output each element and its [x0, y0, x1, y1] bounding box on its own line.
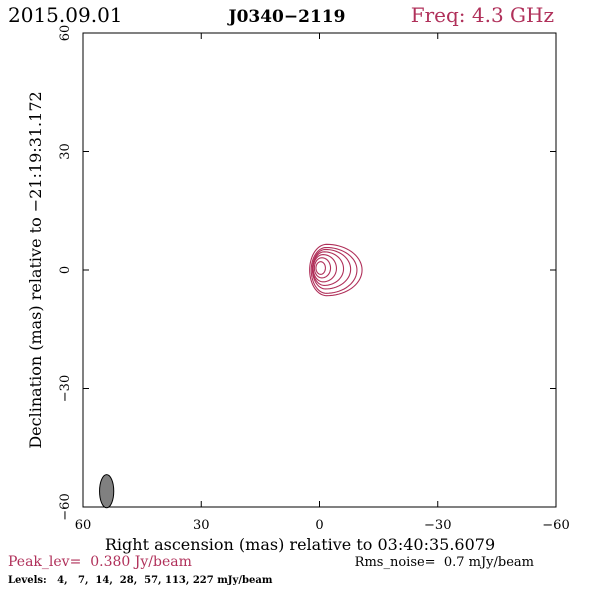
x-axis-label: Right ascension (mas) relative to 03:40:… — [105, 535, 495, 554]
contour-level — [310, 246, 358, 294]
contour-level — [309, 243, 363, 297]
y-tick-label: 30 — [58, 143, 73, 160]
contour-lines — [309, 243, 363, 297]
contour-levels: Levels: 4, 7, 14, 28, 57, 113, 227 mJy/b… — [8, 575, 273, 586]
contour-level — [313, 257, 332, 279]
contour-level — [315, 261, 326, 275]
source-name: J0340−2119 — [227, 7, 346, 27]
contour-level — [312, 254, 338, 283]
y-tick-label: 0 — [58, 266, 73, 274]
x-tick-label: 30 — [193, 518, 210, 533]
y-tick-label: 60 — [58, 25, 73, 42]
peak-level: Peak_lev= 0.380 Jy/beam — [8, 554, 192, 570]
beam-ellipse — [99, 474, 115, 509]
x-tick-label: 0 — [315, 518, 323, 533]
x-tick-label: −60 — [542, 518, 569, 533]
x-tick-label: 60 — [75, 518, 92, 533]
y-tick-label: −60 — [58, 493, 73, 520]
axis-ticks — [82, 32, 557, 508]
observation-date: 2015.09.01 — [8, 3, 123, 27]
y-axis-label: Declination (mas) relative to −21:19:31.… — [26, 91, 45, 448]
restoring-beam — [99, 474, 115, 509]
y-tick-label: −30 — [58, 375, 73, 402]
rms-noise: Rms_noise= 0.7 mJy/beam — [355, 555, 534, 570]
x-tick-label: −30 — [424, 518, 451, 533]
frequency-label: Freq: 4.3 GHz — [411, 3, 554, 27]
plot-frame — [82, 32, 557, 508]
